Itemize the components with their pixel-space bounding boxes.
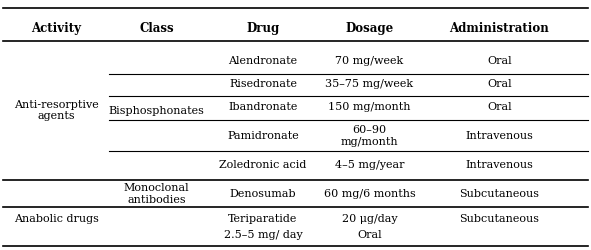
Text: Risedronate: Risedronate bbox=[229, 79, 297, 89]
Text: Anti-resorptive
agents: Anti-resorptive agents bbox=[14, 100, 99, 122]
Text: 70 mg/week: 70 mg/week bbox=[335, 56, 404, 66]
Text: Denosumab: Denosumab bbox=[230, 189, 296, 199]
Text: Monoclonal
antibodies: Monoclonal antibodies bbox=[124, 183, 190, 204]
Text: Oral: Oral bbox=[487, 56, 512, 66]
Text: 35–75 mg/week: 35–75 mg/week bbox=[325, 79, 414, 89]
Text: Oral: Oral bbox=[487, 79, 512, 89]
Text: 60–90
mg/month: 60–90 mg/month bbox=[340, 126, 398, 147]
Text: 20 μg/day: 20 μg/day bbox=[342, 214, 397, 224]
Text: 2.5–5 mg/ day: 2.5–5 mg/ day bbox=[223, 230, 303, 240]
Text: Oral: Oral bbox=[357, 230, 382, 240]
Text: Activity: Activity bbox=[31, 22, 81, 35]
Text: Administration: Administration bbox=[450, 22, 549, 35]
Text: 4–5 mg/year: 4–5 mg/year bbox=[335, 160, 404, 170]
Text: Subcutaneous: Subcutaneous bbox=[459, 189, 540, 199]
Text: 60 mg/6 months: 60 mg/6 months bbox=[323, 189, 415, 199]
Text: Class: Class bbox=[139, 22, 174, 35]
Text: Subcutaneous: Subcutaneous bbox=[459, 214, 540, 224]
Text: Teriparatide: Teriparatide bbox=[228, 214, 298, 224]
Text: Anabolic drugs: Anabolic drugs bbox=[14, 214, 99, 224]
Text: Zoledronic acid: Zoledronic acid bbox=[219, 160, 307, 170]
Text: Intravenous: Intravenous bbox=[466, 131, 533, 141]
Text: Alendronate: Alendronate bbox=[229, 56, 297, 66]
Text: Dosage: Dosage bbox=[345, 22, 394, 35]
Text: Bisphosphonates: Bisphosphonates bbox=[109, 106, 204, 116]
Text: 150 mg/month: 150 mg/month bbox=[328, 102, 411, 113]
Text: Drug: Drug bbox=[246, 22, 280, 35]
Text: Ibandronate: Ibandronate bbox=[228, 102, 298, 113]
Text: Pamidronate: Pamidronate bbox=[227, 131, 299, 141]
Text: Intravenous: Intravenous bbox=[466, 160, 533, 170]
Text: Oral: Oral bbox=[487, 102, 512, 113]
